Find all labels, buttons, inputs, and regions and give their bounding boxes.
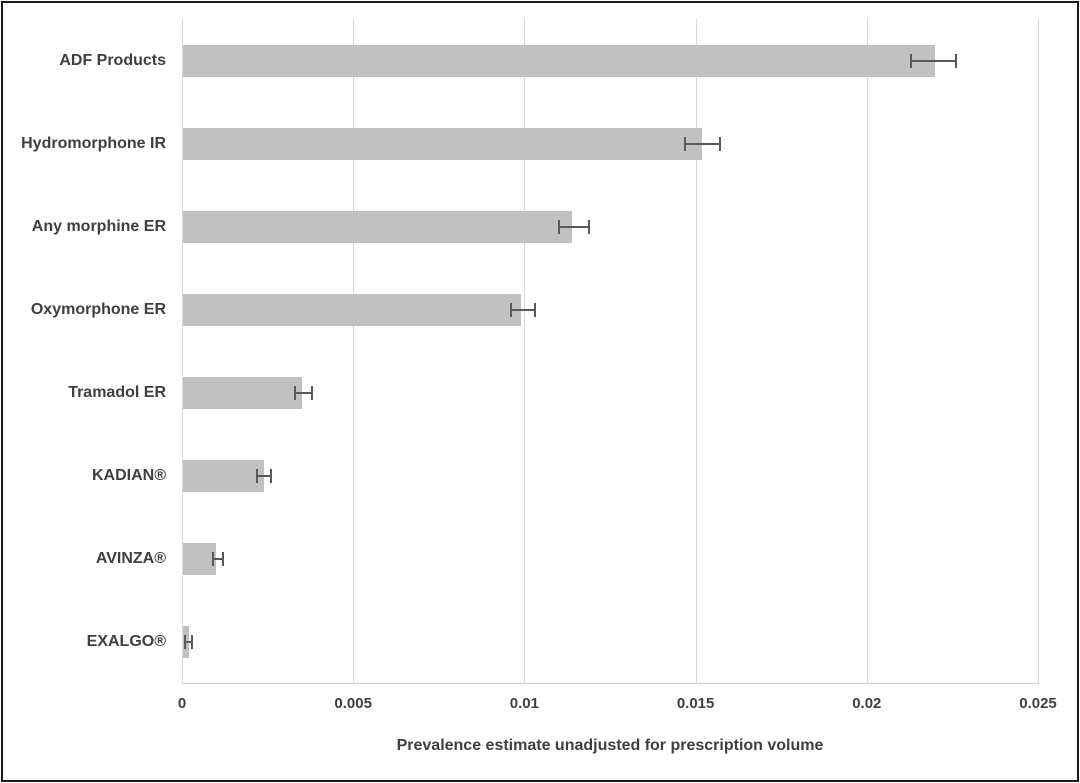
bar xyxy=(183,542,217,575)
error-bar-cap-high xyxy=(222,551,225,566)
error-bar-cap-high xyxy=(718,136,721,151)
error-bar-cap-high xyxy=(270,468,273,483)
error-bar-cap-high xyxy=(191,634,194,649)
gridline xyxy=(866,19,868,683)
gridline xyxy=(695,19,697,683)
gridline xyxy=(1038,19,1039,683)
category-label: Hydromorphone IR xyxy=(21,134,166,152)
error-bar xyxy=(294,391,313,394)
error-bar xyxy=(212,557,224,560)
x-tick-label: 0 xyxy=(177,695,187,712)
error-bar-cap-low xyxy=(509,302,512,317)
bar xyxy=(183,459,265,492)
category-label: Oxymorphone ER xyxy=(30,300,166,318)
category-label: AVINZA® xyxy=(95,549,166,567)
bar xyxy=(183,210,573,243)
x-tick-label: 0.025 xyxy=(1019,695,1057,712)
category-label: Tramadol ER xyxy=(68,383,166,401)
bar xyxy=(183,127,703,160)
error-bar xyxy=(685,142,720,145)
bar xyxy=(183,44,936,77)
error-bar-cap-low xyxy=(557,219,560,234)
error-bar-cap-high xyxy=(588,219,591,234)
error-bar-cap-high xyxy=(311,385,314,400)
error-bar-cap-low xyxy=(211,551,214,566)
gridline xyxy=(524,19,526,683)
gridline xyxy=(353,19,355,683)
y-axis-line xyxy=(182,19,183,683)
error-bar-cap-low xyxy=(293,385,296,400)
x-tick-label: 0.005 xyxy=(334,695,372,712)
error-bar-cap-low xyxy=(684,136,687,151)
category-label: Any morphine ER xyxy=(31,217,166,235)
error-bar-cap-low xyxy=(184,634,187,649)
error-bar xyxy=(911,59,956,62)
error-bar xyxy=(558,225,590,228)
category-label: ADF Products xyxy=(59,51,166,69)
error-bar xyxy=(510,308,535,311)
error-bar-cap-low xyxy=(256,468,259,483)
category-label: KADIAN® xyxy=(91,466,166,484)
bar xyxy=(183,293,521,326)
x-tick-label: 0.02 xyxy=(852,695,882,712)
error-bar xyxy=(257,474,271,477)
category-label: EXALGO® xyxy=(86,632,166,650)
bar xyxy=(183,376,302,409)
x-axis-title: Prevalence estimate unadjusted for presc… xyxy=(396,737,824,754)
error-bar-cap-low xyxy=(910,53,913,68)
x-tick-label: 0.015 xyxy=(676,695,715,712)
x-axis-line xyxy=(182,683,1039,684)
error-bar xyxy=(185,640,193,643)
error-bar-cap-high xyxy=(533,302,536,317)
error-bar-cap-high xyxy=(954,53,957,68)
x-tick-label: 0.01 xyxy=(509,695,539,712)
